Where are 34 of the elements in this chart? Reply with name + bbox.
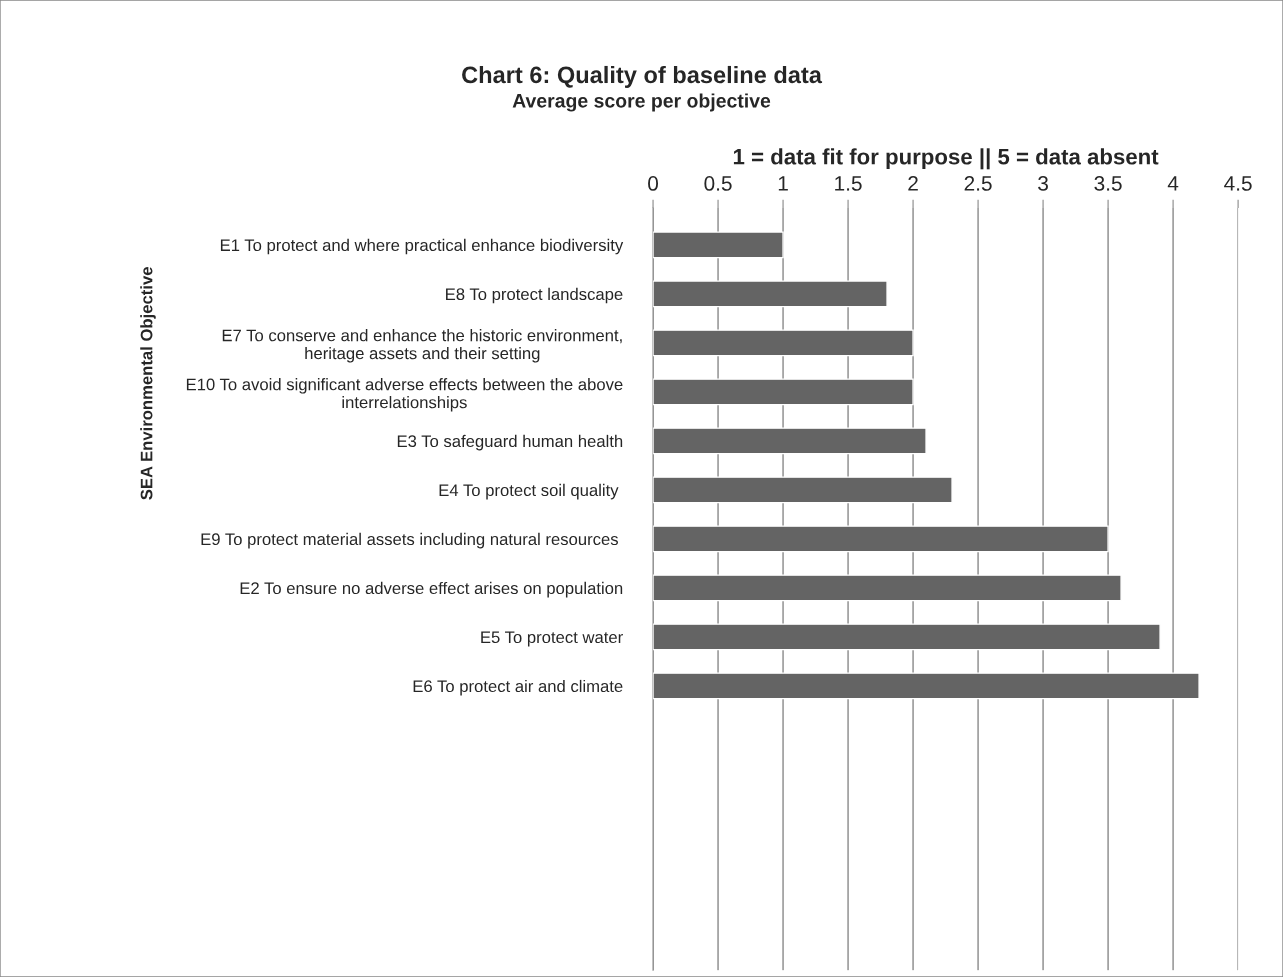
- x-axis-title: 1 = data fit for purpose || 5 = data absent: [733, 148, 1159, 170]
- x-tick-label: 3.5: [1094, 176, 1122, 191]
- x-tick-label: 1.5: [835, 176, 862, 191]
- y-tick-label: E4 To protect soil quality: [439, 483, 619, 500]
- bar: [653, 329, 914, 357]
- x-tick-label: 2.5: [964, 176, 992, 191]
- chart-title: Chart 6: Quality of baseline data: [462, 65, 823, 88]
- y-tick-label: E5 To protect water: [481, 631, 623, 647]
- y-tick-label: E9 To protect material assets including natural resources: [201, 532, 618, 549]
- bar: [653, 280, 888, 308]
- y-tick-label: E8 To protect landscape: [446, 287, 623, 304]
- x-tick-label: 4: [1167, 176, 1179, 191]
- y-tick-label: E10 To avoid significant adverse effects between the above interrelationships: [186, 378, 623, 412]
- bar: [653, 476, 953, 504]
- bar: [653, 378, 914, 406]
- x-tick-label: 0.5: [704, 176, 732, 191]
- bar: [653, 231, 784, 259]
- bar: [653, 525, 1109, 553]
- y-tick-label: E6 To protect air and climate: [413, 679, 623, 696]
- x-tick-label: 0: [648, 176, 659, 191]
- x-tick-label: 2: [908, 176, 918, 191]
- y-tick-label: E7 To conserve and enhance the historic environment, heritage assets and their setting: [222, 329, 622, 363]
- x-tick-label: 4.5: [1224, 176, 1252, 191]
- chart-subtitle: Average score per objective: [512, 93, 771, 112]
- bar: [653, 672, 1200, 700]
- bar: [653, 574, 1122, 602]
- y-tick-label: E3 To safeguard human health: [397, 434, 623, 451]
- x-tick-label: 3: [1038, 176, 1048, 191]
- y-tick-label: E2 To ensure no adverse effect arises on population: [240, 581, 623, 598]
- x-tick-label: 1: [778, 176, 788, 191]
- bar: [653, 427, 927, 455]
- y-axis-title: SEA Environmental Objective: [140, 267, 156, 500]
- y-tick-label: E1 To protect and where practical enhance biodiversity: [220, 238, 624, 255]
- bar: [653, 623, 1161, 651]
